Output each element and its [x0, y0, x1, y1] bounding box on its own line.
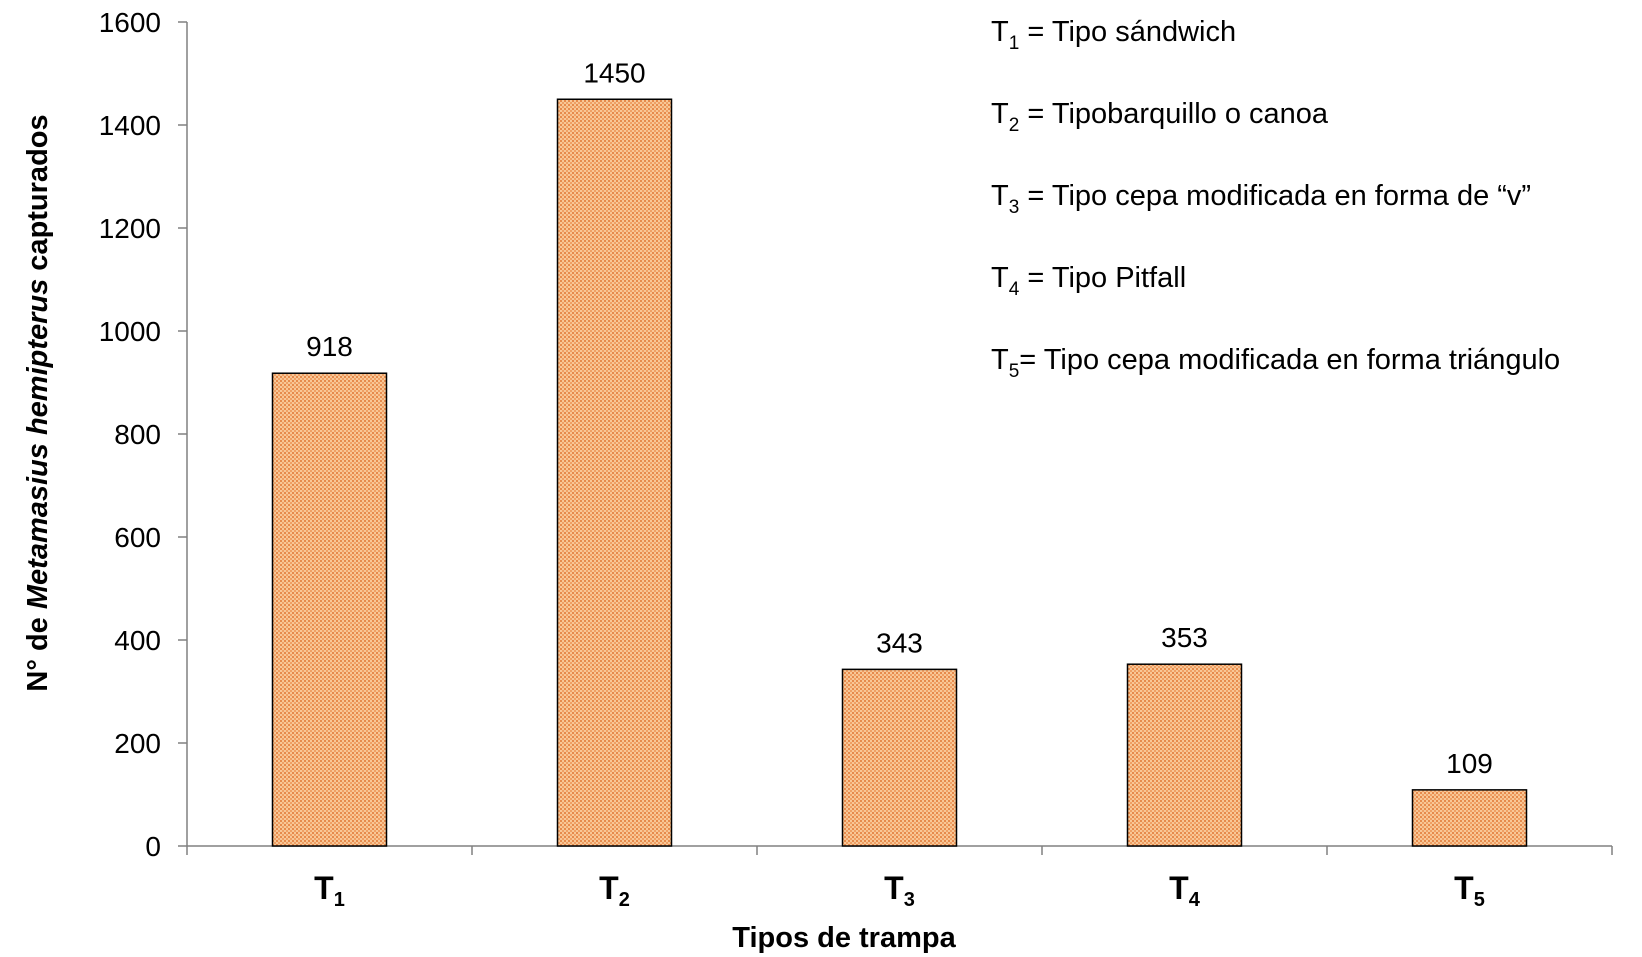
y-axis-title-italic: Metamasius hemipterus: [22, 279, 54, 609]
y-tick-label: 600: [114, 522, 161, 553]
y-axis: 0 200 400 600 800 1000 1200 1400 1600: [99, 7, 188, 862]
data-label-5: 109: [1446, 748, 1493, 779]
y-tick-label: 1000: [99, 316, 161, 347]
x-tick-label-5: T5: [1454, 870, 1485, 911]
data-label-2: 1450: [583, 57, 645, 88]
bar-1: [271, 372, 388, 847]
x-tick-label-3: T3: [884, 870, 915, 911]
legend-entry-4: T4 = Tipo Pitfall: [991, 262, 1186, 300]
data-labels: 918 1450 343 353 109: [306, 57, 1493, 779]
data-label-3: 343: [876, 627, 923, 658]
x-axis: [186, 845, 1613, 855]
data-label-4: 353: [1161, 622, 1208, 653]
y-tick-label: 0: [145, 831, 161, 862]
bar-3: [841, 668, 958, 847]
legend-entry-1: T1 = Tipo sándwich: [991, 16, 1236, 54]
bar-2: [556, 98, 673, 847]
y-tick-label: 800: [114, 419, 161, 450]
x-tick-label-4: T4: [1169, 870, 1201, 911]
legend-entry-3: T3 = Tipo cepa modificada en forma de “v…: [991, 180, 1531, 218]
x-tick-label-1: T1: [314, 870, 345, 911]
y-tick-label: 1200: [99, 213, 161, 244]
bar-4: [1126, 663, 1243, 847]
y-axis-title: N° de Metamasius hemipterus capturados: [22, 114, 54, 691]
y-tick-label: 200: [114, 728, 161, 759]
legend: T1 = Tipo sándwich T2 = Tipobarquillo o c…: [991, 16, 1560, 382]
y-tick-label: 1400: [99, 110, 161, 141]
y-axis-title-prefix: N° de: [22, 609, 54, 692]
legend-entry-2: T2 = Tipobarquillo o canoa: [991, 98, 1329, 136]
y-axis-title-suffix: capturados: [22, 114, 54, 278]
y-tick-label: 400: [114, 625, 161, 656]
legend-entry-5: T5= Tipo cepa modificada en forma triáng…: [991, 344, 1560, 382]
y-tick-label: 1600: [99, 7, 161, 38]
x-axis-title: Tipos de trampa: [732, 922, 956, 954]
category-labels: T1 T2 T3 T4 T5: [314, 870, 1485, 911]
data-label-1: 918: [306, 331, 353, 362]
x-tick-label-2: T2: [599, 870, 630, 911]
bar-5: [1411, 789, 1528, 847]
bars: [271, 98, 1528, 847]
